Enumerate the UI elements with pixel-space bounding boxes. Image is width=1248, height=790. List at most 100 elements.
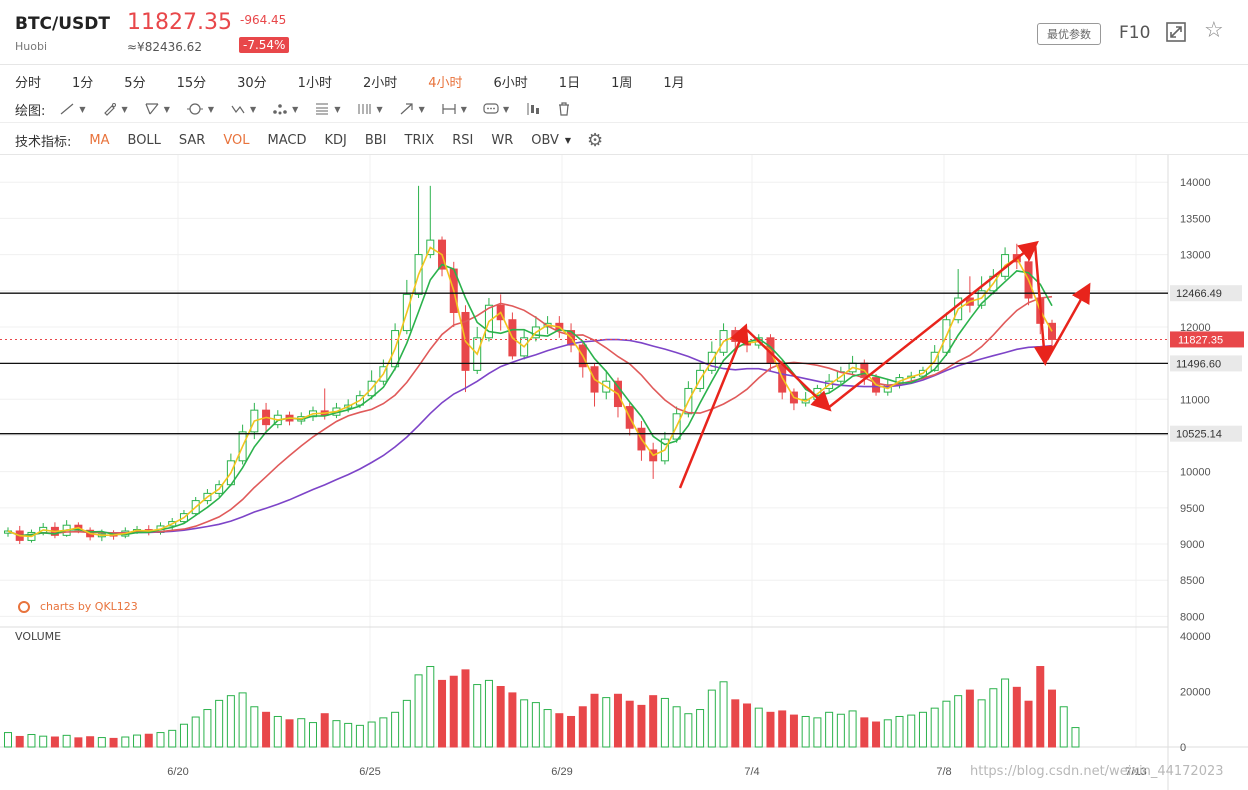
line-tool-icon[interactable]: ▼ [59,102,86,116]
volume-bar [930,707,939,748]
symbol-title: BTC/USDT [15,14,110,34]
exchange-name: Huobi [15,40,48,53]
volume-bar [883,719,892,748]
volume-bar [567,715,576,748]
drawing-label: 绘图: [15,103,46,119]
last-price: 11827.35 [127,10,232,35]
last-price-label: 11827.35 [1178,334,1223,346]
text-tool-icon[interactable]: ▼ [483,102,509,116]
date-tick-label: 6/25 [359,766,380,778]
shape-tool-icon[interactable]: ▼ [186,102,214,116]
price-change: -964.45 [240,13,287,27]
volume-bar [238,692,247,748]
volume-bar [39,735,48,748]
volume-bar [226,695,235,748]
volume-bar [789,714,798,748]
volume-bar [860,717,869,748]
indicator-tab-vol[interactable]: VOL [223,132,250,148]
price-tick-label: 10000 [1180,467,1211,479]
volume-bar [907,714,916,748]
pattern-tool-icon[interactable]: ▼ [230,102,256,116]
fullscreen-icon[interactable] [1166,22,1186,42]
volume-bar [766,711,775,748]
volume-bar [696,709,705,748]
indicator-tab-trix[interactable]: TRIX [404,132,435,148]
volume-bar [320,713,329,748]
indicator-more-caret[interactable]: ▼ [564,135,572,145]
volume-bar [637,704,646,748]
indicator-bar: 技术指标: MA BOLL SAR VOL MACD KDJ BBI TRIX RSI WR OBV… [0,126,1248,155]
period-tab-2[interactable]: 5分 [124,75,146,91]
indicator-tab-macd[interactable]: MACD [267,132,307,148]
indicator-tab-wr[interactable]: WR [491,132,514,148]
period-tab-4[interactable]: 30分 [237,75,267,91]
price-tick-label: 12000 [1180,322,1211,334]
grid-tool-icon[interactable]: ▼ [358,104,383,114]
period-tab-8[interactable]: 6小时 [493,75,528,91]
volume-bar [203,709,212,748]
gear-icon[interactable]: ⚙ [587,129,604,151]
fib-tool-icon[interactable]: ▼ [316,103,341,115]
volume-bar [133,734,142,748]
volume-bar [672,706,681,748]
period-tab-5[interactable]: 1小时 [297,75,332,91]
period-tab-1[interactable]: 1分 [72,75,94,91]
volume-bar [1059,706,1068,748]
trash-icon[interactable] [557,102,571,116]
volume-bar [1036,666,1045,748]
volume-bar [848,710,857,748]
volume-bar [942,700,951,748]
indicator-tab-obv[interactable]: OBV [531,132,559,148]
volume-bar [872,721,881,748]
period-tab-6[interactable]: 2小时 [362,75,398,91]
volume-bar [449,675,458,748]
star-icon[interactable]: ☆ [1204,18,1224,43]
channel-tool-icon[interactable]: ▼ [144,102,170,116]
price-chart[interactable]: 1400013500130001250012000115001100010500… [0,155,1248,790]
volume-bar [168,729,177,748]
level-label: 11496.60 [1176,358,1221,370]
period-tab-7[interactable]: 4小时 [428,75,463,91]
f10-button[interactable]: F10 [1119,23,1151,43]
date-tick-label: 7/13 [1125,766,1146,778]
trend-arrow [827,240,1039,409]
price-tick-label: 13500 [1180,213,1211,225]
volume-label: VOLUME [15,630,62,643]
candle-tool-icon[interactable] [525,102,541,116]
arrow-tool-icon[interactable]: ▼ [399,102,425,116]
volume-bar [461,669,470,748]
volume-bar [473,684,482,748]
measure-tool-icon[interactable]: ▼ [441,102,467,116]
indicator-tab-rsi[interactable]: RSI [452,132,474,148]
indicator-tab-ma[interactable]: MA [89,132,110,148]
volume-tick-label: 0 [1180,742,1186,754]
level-label-bg [1170,425,1242,442]
volume-bar [297,718,306,748]
indicator-tab-kdj[interactable]: KDJ [324,132,347,148]
best-params-button[interactable]: 最优参数 [1037,23,1101,45]
trend-arrow [1033,243,1054,366]
volume-tick-label: 20000 [1180,687,1211,699]
ma30-line [7,295,1053,537]
period-tab-0[interactable]: 分时 [15,75,42,91]
volume-bar [332,720,341,748]
trend-arrow [1045,282,1091,361]
price-tick-label: 14000 [1180,177,1211,189]
period-tab-10[interactable]: 1周 [611,75,633,91]
period-tab-11[interactable]: 1月 [663,75,685,91]
period-tab-3[interactable]: 15分 [176,75,207,91]
last-price-label-bg [1170,331,1244,348]
node-tool-icon[interactable]: ▼ [272,102,298,116]
indicator-tab-sar[interactable]: SAR [178,132,206,148]
ma10-line [7,263,1053,537]
volume-bar [613,693,622,748]
drawing-toolbar: 绘图: ▼ ▼ ▼ ▼ ▼ ▼ ▼ ▼ ▼ ▼ ▼ [0,96,1248,123]
pen-tool-icon[interactable]: ▼ [102,102,128,116]
volume-tick-label: 40000 [1180,631,1211,643]
indicator-tab-bbi[interactable]: BBI [364,132,387,148]
volume-bar [965,689,974,748]
period-tab-9[interactable]: 1日 [558,75,581,91]
indicator-tab-boll[interactable]: BOLL [127,132,161,148]
volume-bar [977,699,986,748]
volume-bar [625,700,634,748]
